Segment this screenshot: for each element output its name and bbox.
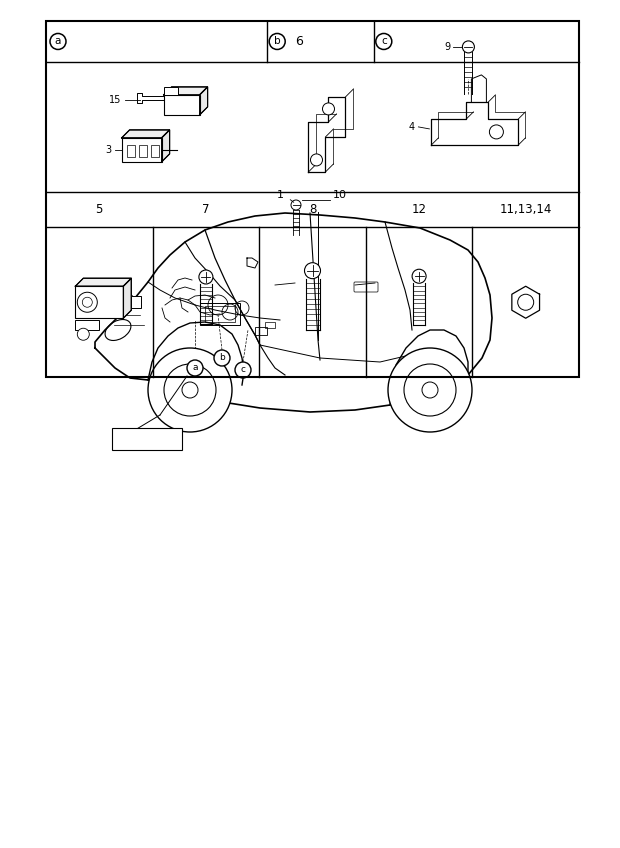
Circle shape: [214, 350, 230, 366]
Polygon shape: [162, 130, 170, 162]
Text: 8: 8: [309, 204, 316, 216]
Text: 3: 3: [105, 145, 112, 155]
Text: b: b: [219, 354, 225, 362]
Text: a: a: [55, 36, 61, 47]
Circle shape: [199, 270, 213, 284]
Circle shape: [235, 362, 251, 378]
Circle shape: [518, 294, 534, 310]
Circle shape: [78, 328, 89, 340]
Circle shape: [304, 263, 321, 279]
Text: 11,13,14: 11,13,14: [500, 204, 552, 216]
Text: 6: 6: [295, 35, 303, 48]
FancyBboxPatch shape: [75, 287, 123, 318]
Text: 1: 1: [277, 190, 283, 200]
Text: 4: 4: [409, 122, 414, 132]
Text: c: c: [381, 36, 387, 47]
Text: 7: 7: [202, 204, 210, 216]
FancyBboxPatch shape: [164, 95, 200, 115]
Text: 5: 5: [95, 204, 103, 216]
Polygon shape: [512, 287, 539, 318]
Circle shape: [463, 41, 474, 53]
Polygon shape: [123, 278, 131, 318]
Polygon shape: [164, 86, 208, 95]
Circle shape: [412, 270, 426, 283]
Circle shape: [78, 293, 97, 312]
Text: 12: 12: [412, 204, 427, 216]
Circle shape: [322, 103, 335, 115]
Circle shape: [269, 33, 285, 49]
FancyBboxPatch shape: [122, 138, 162, 162]
Polygon shape: [432, 102, 518, 145]
Circle shape: [50, 33, 66, 49]
FancyBboxPatch shape: [164, 86, 177, 95]
Circle shape: [187, 360, 203, 376]
FancyBboxPatch shape: [75, 321, 99, 330]
Polygon shape: [200, 86, 208, 115]
Circle shape: [388, 348, 472, 432]
Text: 9: 9: [445, 42, 450, 52]
Polygon shape: [122, 130, 170, 138]
FancyBboxPatch shape: [131, 296, 141, 308]
Circle shape: [148, 348, 232, 432]
Circle shape: [376, 33, 392, 49]
Text: b: b: [274, 36, 280, 47]
Circle shape: [489, 125, 503, 139]
FancyBboxPatch shape: [112, 428, 182, 450]
Text: 2: 2: [143, 433, 151, 443]
Text: 10: 10: [333, 190, 347, 200]
Text: 15: 15: [109, 95, 122, 105]
Polygon shape: [309, 97, 345, 172]
Polygon shape: [75, 278, 131, 287]
Text: c: c: [241, 365, 246, 375]
Text: a: a: [192, 364, 198, 372]
Circle shape: [311, 153, 322, 166]
